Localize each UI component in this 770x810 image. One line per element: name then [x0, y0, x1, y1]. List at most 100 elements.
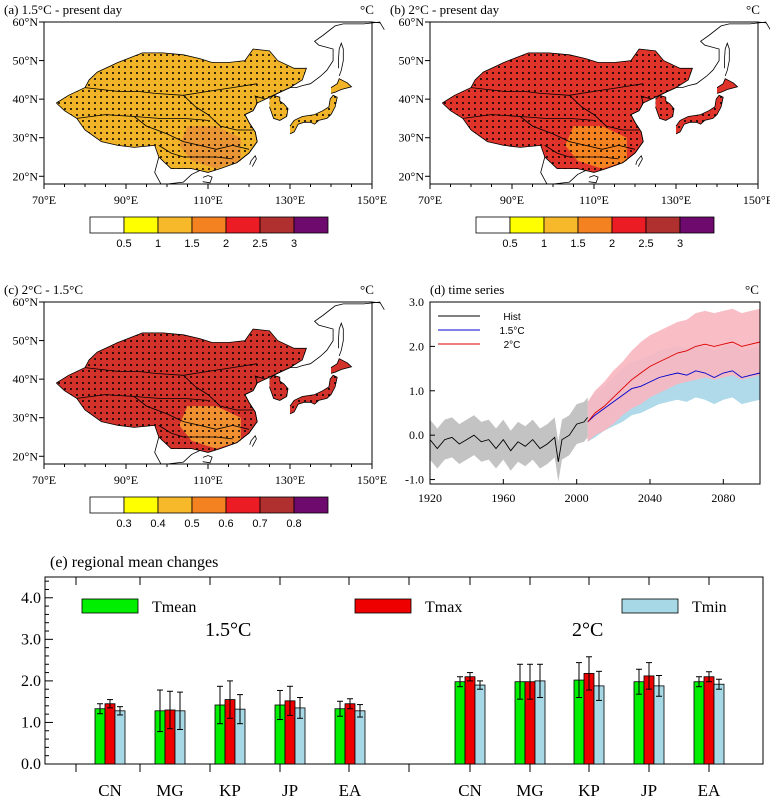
- ts-x-label: 1960: [491, 491, 515, 505]
- mapc-colorbar-label: 0.3: [116, 518, 131, 530]
- mapa-boundary-6: [371, 21, 385, 30]
- mapb-lat-label: 20°N: [399, 169, 425, 183]
- ts-legend-label: 2°C: [504, 340, 521, 351]
- mapa-colorbar-box: [157, 216, 193, 234]
- mapb-colorbar-box: [475, 216, 511, 234]
- mapc-boundary-11: [76, 394, 209, 401]
- time-series-panel: (d) time series °C 1920 1960 2000 2040 2080 -…: [405, 282, 761, 505]
- mapa-colorbar-label: 1.5: [184, 238, 199, 250]
- mapb-colorbar-box: [577, 216, 613, 234]
- bar-title: (e) regional mean changes: [50, 554, 218, 571]
- mapc-boundary-5: [337, 321, 344, 357]
- mapc-boundary-4: [236, 301, 381, 444]
- mapc-lon-label: 70°E: [32, 473, 56, 487]
- bar-g2-tmean: [693, 681, 705, 765]
- map-panel-b: (b) 2°C - present day °C 70°E 90°E 110°E 13…: [390, 2, 770, 250]
- mapa-boundary-5: [337, 41, 344, 77]
- mapb-boundary-11: [462, 114, 595, 121]
- mapc-boundary-9: [202, 455, 213, 464]
- ts-x-label: 2040: [638, 491, 662, 505]
- ts-frame: [429, 301, 761, 485]
- mapb-region-hokkaido: [717, 78, 738, 94]
- mapa-boundary-12: [133, 116, 250, 150]
- mapc-boundary-3: [330, 358, 353, 374]
- bar-y-label: 1.0: [21, 714, 41, 731]
- mapa-lon-label: 130°E: [275, 193, 305, 207]
- mapa-colorbar-box: [123, 216, 159, 234]
- ts-band-2: [587, 308, 760, 442]
- ts-y-label: -1.0: [405, 473, 424, 487]
- bar-category-label: KP: [219, 781, 241, 800]
- mapb-colorbar-box: [509, 216, 545, 234]
- mapa-colorbar-label: 0.5: [116, 238, 131, 250]
- mapb-colorbar-label: 3: [677, 238, 683, 250]
- bar-y-label: 3.0: [21, 631, 41, 648]
- mapa-lon-label: 70°E: [32, 193, 56, 207]
- mapa-colorbar-label: 1: [155, 238, 161, 250]
- mapa-boundary-10: [84, 83, 258, 96]
- mapc-lon-label: 90°E: [114, 473, 138, 487]
- group-label-2: 2°C: [572, 619, 603, 641]
- mapa-colorbar-label: 2: [223, 238, 229, 250]
- map-unit-b: °C: [746, 2, 760, 17]
- mapa-colorbar-box: [89, 216, 125, 234]
- mapb-colorbar-label: 2.5: [638, 238, 653, 250]
- mapa-boundary-11: [76, 114, 209, 121]
- bar-legend-swatch: [81, 598, 139, 614]
- mapb-stipple-korea: [655, 95, 674, 121]
- mapc-colorbar-label: 0.4: [150, 518, 165, 530]
- ts-line-0: [429, 417, 589, 462]
- mapa-colorbar-box: [293, 216, 329, 234]
- mapc-boundary-14: [158, 425, 233, 440]
- mapc-colorbar-box: [123, 496, 159, 514]
- bar-g2-tmin: [713, 683, 725, 765]
- mapc-lat-label: 40°N: [13, 372, 39, 386]
- mapa-lat-label: 20°N: [13, 169, 39, 183]
- ts-legend-label: 1.5°C: [499, 326, 524, 337]
- mapb-colorbar-label: 1: [541, 238, 547, 250]
- bar-g1-tmin: [354, 710, 366, 765]
- bar-legend-label: Tmin: [692, 599, 727, 616]
- mapb-lat-label: 30°N: [399, 131, 425, 145]
- mapb-lon-label: 130°E: [661, 193, 691, 207]
- mapc-boundary-12: [133, 396, 250, 430]
- map-title-a: (a) 1.5°C - present day: [4, 2, 123, 17]
- mapb-colorbar-box: [645, 216, 681, 234]
- mapb-boundary-14: [544, 145, 619, 160]
- mapa-lat-label: 40°N: [13, 92, 39, 106]
- mapa-boundary-4: [236, 21, 381, 164]
- mapa-colorbar-label: 2.5: [252, 238, 267, 250]
- mapb-boundary-12: [519, 116, 636, 150]
- mapc-lon-label: 150°E: [357, 473, 387, 487]
- mapc-boundary-13: [183, 375, 254, 411]
- ts-y-label: 1.0: [409, 384, 424, 398]
- mapb-colorbar-box: [543, 216, 579, 234]
- mapa-boundary-2: [289, 94, 338, 135]
- mapa-lat-label: 60°N: [13, 15, 39, 29]
- bar-legend-swatch: [354, 598, 412, 614]
- mapb-lon-label: 110°E: [579, 193, 609, 207]
- mapc-colorbar-box: [259, 496, 295, 514]
- ts-line-2: [587, 341, 761, 423]
- ts-x-label: 2080: [711, 491, 735, 505]
- mapa-boundary-14: [158, 145, 233, 160]
- mapb-colorbar-box: [611, 216, 647, 234]
- bar-g2-tmin: [474, 684, 486, 765]
- bar-g2-tmax: [703, 676, 715, 765]
- mapc-colorbar-label: 0.8: [286, 518, 301, 530]
- mapb-colorbar-label: 2: [609, 238, 615, 250]
- bar-category-label: EA: [339, 781, 362, 800]
- bar-category-label: JP: [641, 781, 657, 800]
- ts-x-label: 2000: [565, 491, 589, 505]
- bar-legend-swatch: [621, 598, 679, 614]
- mapb-stipple-china: [442, 49, 693, 173]
- bar-g1-tmean: [94, 708, 106, 765]
- bar-legend-label: Tmax: [425, 599, 462, 616]
- mapc-boundary-2: [289, 374, 338, 415]
- mapc-colorbar-label: 0.7: [252, 518, 267, 530]
- mapc-colorbar-box: [225, 496, 261, 514]
- ts-x-label: 1920: [418, 491, 442, 505]
- mapb-colorbar-label: 0.5: [502, 238, 517, 250]
- mapb-lat-label: 50°N: [399, 54, 425, 68]
